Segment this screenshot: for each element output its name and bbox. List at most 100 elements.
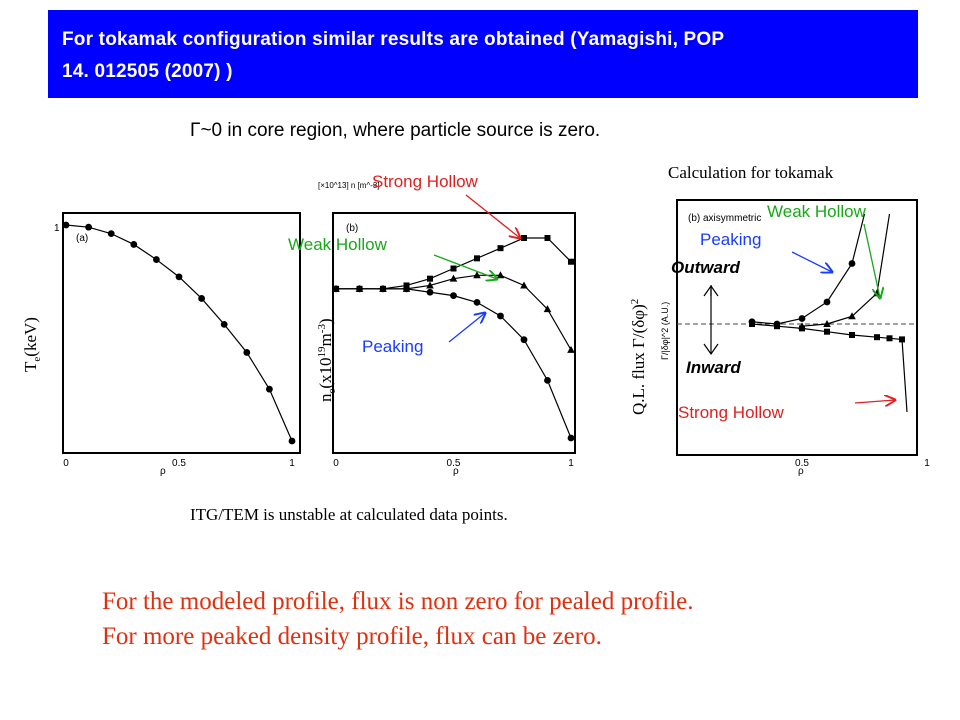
panel-a-frame <box>62 212 301 454</box>
panel-c-point-weak-hollow <box>848 312 856 320</box>
panel-a-point <box>62 221 70 229</box>
panel-b-xtick: 0 <box>333 458 339 469</box>
title-banner: For tokamak configuration similar result… <box>48 10 918 98</box>
panel-c-point-strong-hollow <box>886 335 893 342</box>
panel-b-point-peaking <box>473 299 481 306</box>
panel-b-point-strong-hollow <box>568 258 574 265</box>
banner-title-line1: For tokamak configuration similar result… <box>62 29 725 50</box>
panel-c-xtick: 1 <box>924 458 930 469</box>
weak-hollow-arrow-c <box>863 223 880 298</box>
panel-a-point <box>288 437 296 445</box>
panel-a-xtick: 0 <box>63 458 69 469</box>
panel-a-point <box>198 295 206 302</box>
panel-a-xtick: 1 <box>289 458 295 469</box>
panel-a-ylabel: Te(keV) <box>21 317 43 372</box>
strong-hollow-arrow <box>465 194 520 238</box>
panel-a-point <box>153 256 160 263</box>
panel-c-point-weak-hollow <box>823 320 831 327</box>
panel-a-curve <box>65 224 293 442</box>
panel-c-point-peaking <box>823 298 831 306</box>
panel-b-tag: (b) <box>346 223 358 234</box>
itg-note: ITG/TEM is unstable at calculated data p… <box>190 505 508 524</box>
panel-b-point-peaking <box>332 285 340 293</box>
panel-b-point-weak-hollow <box>520 281 528 289</box>
panel-b-point-strong-hollow <box>544 235 551 241</box>
panel-b-frame <box>332 212 576 454</box>
weak-hollow-arrow <box>433 254 497 279</box>
peaking-arrow <box>448 313 485 343</box>
label-strong-hollow: Strong Hollow <box>372 172 478 191</box>
panel-b-point-weak-hollow <box>426 281 434 289</box>
panel-c-point-strong-hollow <box>849 332 855 338</box>
panel-b-series-peaking <box>336 288 572 439</box>
panel-b-point-strong-hollow <box>521 235 527 241</box>
panel-c-point-strong-hollow <box>899 336 905 343</box>
calc-title: Calculation for tokamak <box>668 163 834 182</box>
panel-b-ylabel: ne(x1019m-3) <box>316 318 338 402</box>
panel-c-series-peaking <box>751 213 866 325</box>
panel-b-point-peaking <box>379 285 387 293</box>
label-outward: Outward <box>671 258 740 277</box>
panel-b-point-peaking <box>567 434 575 442</box>
label-weak-hollow-c: Weak Hollow <box>767 202 866 221</box>
panel-b-point-peaking <box>520 336 528 344</box>
panel-c-point-strong-hollow <box>799 325 805 332</box>
panel-b-unit: [×10^13] n [m^-3] <box>318 181 380 190</box>
panel-c-point-strong-hollow <box>774 323 780 330</box>
panel-b-point-peaking <box>450 292 457 300</box>
panel-b-xtick: 1 <box>568 458 574 469</box>
label-peaking-c: Peaking <box>700 230 762 249</box>
panel-b-point-weak-hollow <box>567 345 575 353</box>
panel-b-point-strong-hollow <box>450 265 457 272</box>
panel-c-xlabel: ρ <box>798 466 804 477</box>
banner-title-line2: 14. 012505 (2007) ) <box>62 61 233 82</box>
label-peaking: Peaking <box>362 337 424 356</box>
panel-b-point-peaking <box>497 312 504 320</box>
outward-arrowhead <box>703 284 719 297</box>
panel-b-point-peaking <box>356 285 363 293</box>
panel-a-point <box>243 349 251 356</box>
panel-b-point-strong-hollow <box>427 275 433 282</box>
conclusion-line1: For the modeled profile, flux is non zer… <box>102 588 694 615</box>
panel-c-ylabel: Q.L. flux Γ/(δφ)2 <box>629 299 648 415</box>
conclusion-line2: For more peaked density profile, flux ca… <box>102 623 602 650</box>
panel-a-point <box>130 241 138 248</box>
panel-a-point <box>107 230 115 238</box>
label-inward: Inward <box>686 358 741 377</box>
panel-a-tag: (a) <box>76 233 88 244</box>
panel-a-ytick: 1 <box>54 223 60 234</box>
label-strong-hollow-c: Strong Hollow <box>678 403 784 422</box>
panel-b-point-weak-hollow <box>543 305 552 313</box>
peaking-arrow-c <box>791 251 832 272</box>
panel-b-point-strong-hollow <box>474 255 480 262</box>
panel-b-point-peaking <box>544 376 551 384</box>
panel-a-point <box>220 320 228 328</box>
banner-title: For tokamak configuration similar result… <box>62 24 907 88</box>
panel-a-point <box>266 385 273 393</box>
panel-c-point-strong-hollow <box>874 334 880 341</box>
panel-b-point-weak-hollow <box>473 271 481 279</box>
panel-c-series-strong-hollow <box>751 323 908 413</box>
strong-hollow-arrow-c <box>854 400 895 403</box>
panel-b-point-peaking <box>426 288 434 296</box>
panel-a: (a) 1 0 0.5 1 ρ <box>54 212 301 477</box>
panel-b-point-weak-hollow <box>449 274 458 282</box>
panel-a-point <box>175 273 183 281</box>
panel-c-frame <box>676 199 918 456</box>
panel-b-point-peaking <box>403 285 410 293</box>
panel-c-unit: Γ/|δφ|^2 (A.U.) <box>660 302 670 360</box>
panel-a-xtick: 0.5 <box>172 458 186 469</box>
panel-b-xtick: 0.5 <box>447 458 461 469</box>
panel-b-xlabel: ρ <box>453 466 459 477</box>
label-weak-hollow: Weak Hollow <box>288 235 387 254</box>
panel-b-point-strong-hollow <box>497 245 504 252</box>
panel-c-point-strong-hollow <box>824 328 830 335</box>
panel-c-point-peaking <box>848 260 856 267</box>
panel-a-xlabel: ρ <box>160 466 166 477</box>
gamma-note: Γ~0 in core region, where particle sourc… <box>190 120 601 141</box>
panel-c-point-peaking <box>798 315 806 322</box>
panel-c: (b) axisymmetric 0.5 1 ρ Γ/|δφ|^2 (A.U.) <box>660 199 930 477</box>
panel-a-point <box>85 223 92 231</box>
panel-c-tag: (b) axisymmetric <box>688 213 761 224</box>
